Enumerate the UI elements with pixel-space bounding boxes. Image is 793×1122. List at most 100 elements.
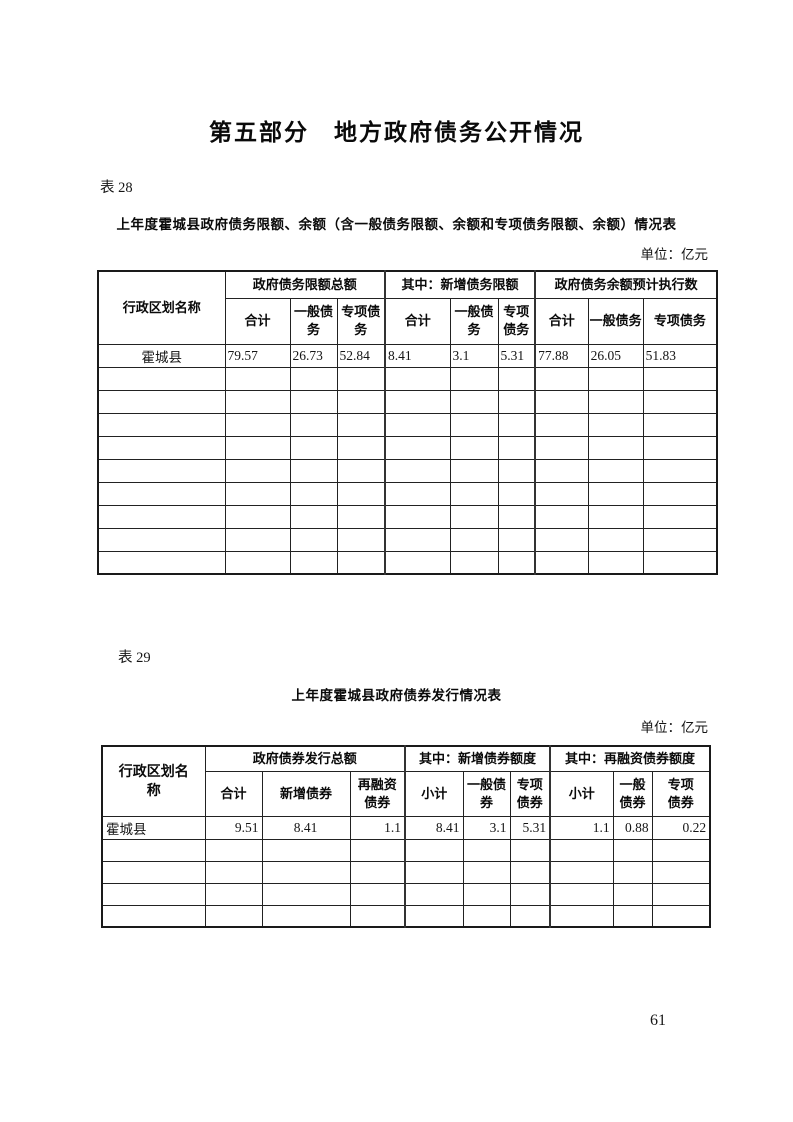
table28-data-row-huocheng: 霍城县 79.57 26.73 52.84 8.41 3.1 5.31 77.8…: [97, 343, 718, 368]
empty-cell: [651, 882, 711, 906]
empty-cell: [534, 366, 589, 391]
empty-cell: [497, 389, 536, 414]
empty-cell: [336, 412, 386, 437]
empty-cell: [642, 435, 718, 460]
table29-group-issue-total: 政府债券发行总额: [204, 745, 406, 772]
empty-cell: [224, 527, 291, 552]
value-cell: 3.1: [462, 815, 511, 840]
empty-cell: [349, 860, 406, 884]
empty-cell: [384, 550, 451, 575]
table29-title: 上年度霍城县政府债券发行情况表: [291, 688, 502, 703]
empty-cell: [534, 504, 589, 529]
col-header-general-bond-1-text: 一般债券: [467, 776, 507, 810]
value-cell: 8.41: [384, 343, 451, 368]
col-header-general-1: 一般债务: [289, 297, 338, 345]
empty-table-row: [97, 504, 718, 529]
table28-sub-header-row: 合计 一般债务 专项债务 合计 一般债务 专项债务 合计 一般债务 专项债务: [98, 297, 718, 345]
empty-cell: [651, 904, 711, 928]
empty-cell: [642, 366, 718, 391]
empty-cell: [651, 860, 711, 884]
col-header-special-2: 专项债务: [497, 297, 536, 345]
col-header-subtotal-1: 小计: [404, 770, 464, 817]
empty-cell: [509, 860, 551, 884]
empty-cell: [497, 435, 536, 460]
table29-row-header: 行政区划名称: [101, 745, 206, 817]
empty-cell: [449, 366, 499, 391]
empty-cell: [587, 550, 644, 575]
empty-cell: [549, 904, 614, 928]
empty-cell: [449, 481, 499, 506]
empty-cell: [449, 527, 499, 552]
empty-table-row: [97, 435, 718, 460]
empty-cell: [97, 389, 226, 414]
col-header-general-2-text: 一般债务: [454, 304, 494, 337]
col-header-special-1: 专项债务: [336, 297, 386, 345]
empty-cell: [336, 389, 386, 414]
empty-cell: [587, 527, 644, 552]
empty-cell: [261, 838, 351, 862]
table29-unit: 单位：亿元: [640, 720, 709, 735]
empty-cell: [587, 435, 644, 460]
empty-cell: [534, 458, 589, 483]
table29-group-refinance-bond: 其中：再融资债券额度: [549, 745, 711, 772]
col-header-general-bond-1: 一般债券: [462, 770, 511, 817]
col-header-special-bond-1-text: 专项债券: [516, 776, 543, 810]
empty-cell: [336, 550, 386, 575]
empty-cell: [349, 838, 406, 862]
empty-cell: [384, 504, 451, 529]
region-name-cell: 霍城县: [101, 815, 206, 840]
empty-cell: [289, 435, 338, 460]
empty-cell: [651, 838, 711, 862]
col-header-total-3: 合计: [534, 297, 589, 345]
empty-cell: [404, 904, 464, 928]
table29-sub-header-row: 合计 新增债券 再融资债券 小计 一般债券 专项债券 小计 一般债券 专项债券: [102, 770, 711, 817]
col-header-total-1: 合计: [224, 297, 291, 345]
empty-cell: [224, 366, 291, 391]
table28-debt-limits-table: 行政区划名称 政府债务限额总额 其中：新增债务限额 政府债务余额预计执行数 合计…: [97, 270, 719, 575]
table29-row-header-text: 行政区划名称: [118, 763, 189, 799]
empty-cell: [224, 389, 291, 414]
col-header-new-bond: 新增债券: [261, 770, 351, 817]
empty-cell: [97, 527, 226, 552]
empty-cell: [612, 882, 653, 906]
table28-group-header-row: 行政区划名称 政府债务限额总额 其中：新增债务限额 政府债务余额预计执行数: [97, 270, 718, 345]
empty-cell: [384, 412, 451, 437]
empty-cell: [612, 860, 653, 884]
value-cell: 26.05: [587, 343, 644, 368]
value-cell: 5.31: [509, 815, 551, 840]
empty-cell: [642, 389, 718, 414]
empty-cell: [642, 412, 718, 437]
empty-cell: [336, 504, 386, 529]
empty-cell: [587, 412, 644, 437]
empty-cell: [224, 412, 291, 437]
table29-label: 表 29: [118, 650, 151, 666]
empty-cell: [449, 412, 499, 437]
empty-cell: [534, 389, 589, 414]
empty-cell: [101, 882, 206, 906]
empty-table-row: [97, 527, 718, 552]
empty-cell: [404, 860, 464, 884]
empty-cell: [587, 458, 644, 483]
value-cell: 79.57: [224, 343, 291, 368]
empty-cell: [534, 527, 589, 552]
value-cell: 8.41: [404, 815, 464, 840]
empty-cell: [497, 481, 536, 506]
value-cell: 8.41: [261, 815, 351, 840]
empty-cell: [224, 435, 291, 460]
empty-cell: [261, 860, 351, 884]
value-cell: 26.73: [289, 343, 338, 368]
empty-cell: [349, 882, 406, 906]
empty-table-row: [101, 860, 711, 884]
empty-cell: [97, 366, 226, 391]
col-header-total: 合计: [204, 770, 263, 817]
empty-cell: [534, 435, 589, 460]
empty-cell: [404, 838, 464, 862]
empty-cell: [404, 882, 464, 906]
col-header-general-2: 一般债务: [449, 297, 499, 345]
col-header-general-bond-2-text: 一般债券: [619, 776, 646, 810]
empty-cell: [449, 389, 499, 414]
empty-cell: [449, 504, 499, 529]
empty-cell: [261, 882, 351, 906]
empty-cell: [97, 550, 226, 575]
empty-cell: [587, 366, 644, 391]
